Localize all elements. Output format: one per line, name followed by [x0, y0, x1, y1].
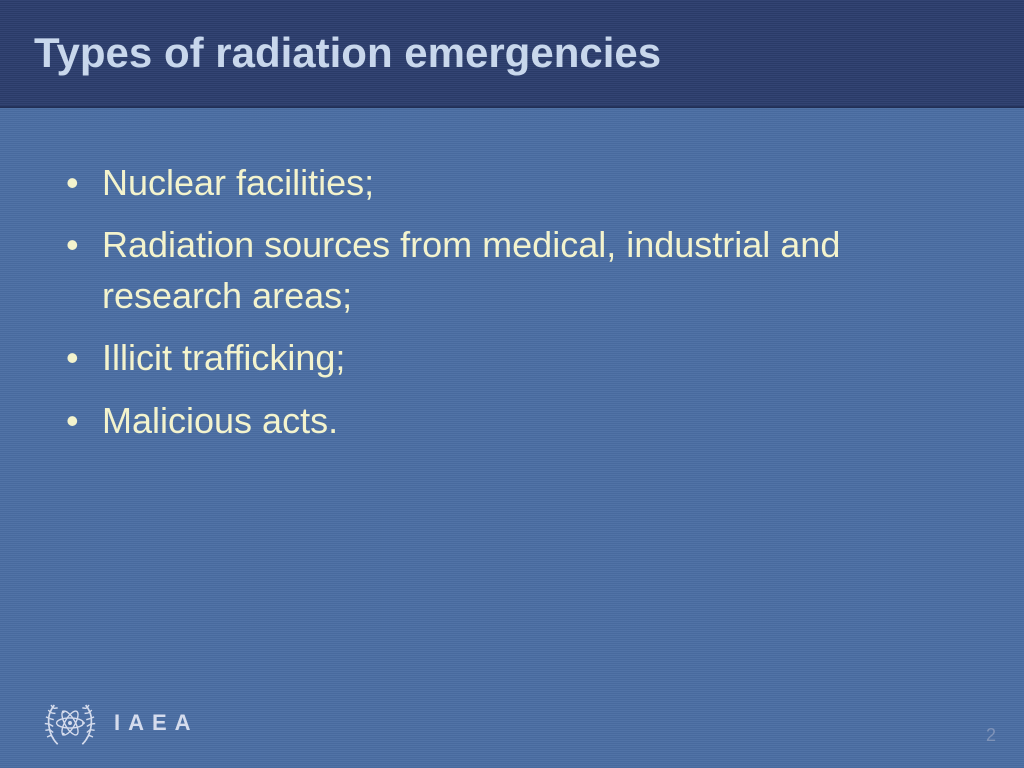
- atom-wreath-icon: [42, 695, 98, 751]
- bullet-item: Radiation sources from medical, industri…: [60, 220, 964, 321]
- content-area: Nuclear facilities; Radiation sources fr…: [0, 108, 1024, 446]
- bullet-item: Illicit trafficking;: [60, 333, 964, 383]
- bullet-item: Malicious acts.: [60, 396, 964, 446]
- bullet-item: Nuclear facilities;: [60, 158, 964, 208]
- page-number: 2: [986, 725, 996, 746]
- org-acronym: IAEA: [114, 710, 199, 736]
- bullet-list: Nuclear facilities; Radiation sources fr…: [60, 158, 964, 446]
- slide-title: Types of radiation emergencies: [34, 29, 661, 77]
- footer: IAEA 2: [0, 678, 1024, 768]
- slide: Types of radiation emergencies Nuclear f…: [0, 0, 1024, 768]
- org-logo: IAEA: [42, 695, 199, 751]
- title-bar: Types of radiation emergencies: [0, 0, 1024, 108]
